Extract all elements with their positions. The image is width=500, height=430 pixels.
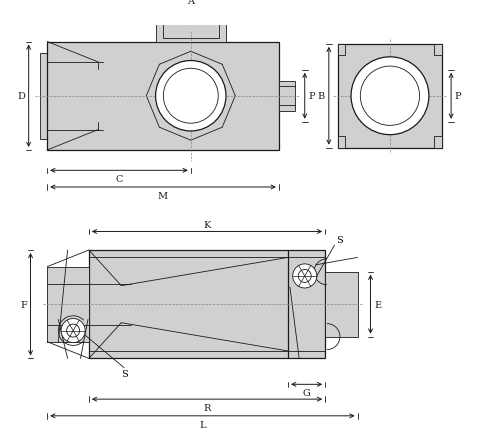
Text: A: A [188, 0, 194, 6]
Bar [338, 137, 345, 148]
Text: S: S [336, 235, 343, 244]
Text: B: B [318, 92, 325, 101]
Bar [89, 250, 325, 359]
Text: C: C [116, 175, 122, 184]
Bar [434, 137, 442, 148]
Text: M: M [158, 191, 168, 200]
Circle shape [298, 270, 311, 283]
Text: P: P [455, 92, 462, 101]
Text: E: E [374, 300, 382, 309]
Bar [325, 272, 358, 337]
Text: S: S [120, 370, 128, 379]
Bar [163, 17, 218, 39]
Text: L: L [199, 420, 205, 429]
Circle shape [351, 58, 429, 135]
Circle shape [61, 319, 85, 343]
Bar [434, 45, 442, 56]
Circle shape [164, 69, 218, 124]
Bar [279, 82, 295, 111]
Text: K: K [204, 220, 210, 229]
Circle shape [66, 324, 80, 337]
Bar [338, 45, 442, 148]
Circle shape [156, 61, 226, 132]
Text: P: P [308, 92, 315, 101]
Text: R: R [204, 403, 210, 412]
Bar [338, 45, 345, 56]
Circle shape [360, 67, 420, 126]
Text: D: D [17, 92, 25, 101]
Bar [156, 17, 226, 43]
Text: G: G [302, 388, 310, 397]
Bar [40, 53, 54, 139]
Text: F: F [20, 300, 27, 309]
Bar [47, 43, 279, 150]
Bar [47, 267, 89, 342]
Circle shape [292, 264, 317, 288]
